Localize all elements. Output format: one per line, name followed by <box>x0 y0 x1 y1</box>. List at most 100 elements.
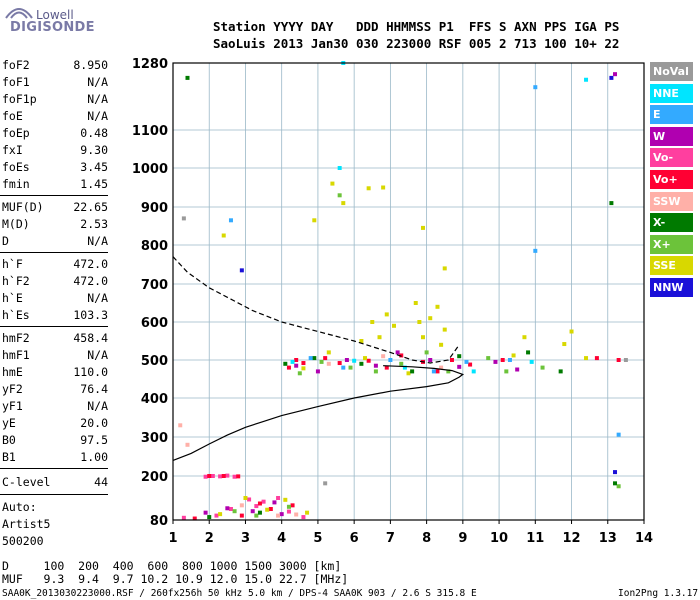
echo-point <box>319 359 324 364</box>
param-name: foEp <box>2 126 30 140</box>
y-tick-label: 1100 <box>132 124 168 139</box>
echo-point <box>359 361 364 366</box>
echo-point <box>500 358 505 362</box>
echo-point <box>337 193 342 198</box>
legend-item-noval: NoVal <box>650 62 693 81</box>
plot-frame <box>172 62 645 521</box>
param-row-yf1: yF1 N/A <box>2 398 108 415</box>
param-row-hme: hmE 110.0 <box>2 364 108 381</box>
header-line-2: SaoLuis 2013 Jan30 030 223000 RSF 005 2 … <box>213 36 620 51</box>
param-value: 22.65 <box>73 200 108 214</box>
echo-point <box>312 356 317 361</box>
legend-item-vo-: Vo+ <box>650 170 693 189</box>
echo-point <box>297 371 302 376</box>
param-value: 110.0 <box>73 365 108 379</box>
legend-item-sse: SSE <box>650 256 693 276</box>
param-row-fof2: foF2 8.950 <box>2 57 108 74</box>
echo-point <box>504 369 509 374</box>
echo-point <box>236 474 241 479</box>
echo-point <box>493 359 498 364</box>
echo-point <box>254 513 259 518</box>
echo-point <box>308 356 313 361</box>
echo-point <box>442 327 447 332</box>
param-row-b0: B0 97.5 <box>2 432 108 449</box>
y-tick-label: 200 <box>141 470 168 485</box>
echo-point <box>439 365 444 370</box>
echo-point <box>181 216 186 221</box>
x-tick-label: 12 <box>562 531 580 546</box>
echo-point <box>312 218 317 223</box>
param-row-fof1: foF1 N/A <box>2 74 108 91</box>
echo-point <box>243 496 248 500</box>
echo-point <box>232 474 237 479</box>
y-tick-label: 900 <box>141 201 168 216</box>
auto-scaling-line: Auto: <box>2 500 37 514</box>
echo-point <box>228 218 233 223</box>
echo-point <box>616 484 621 489</box>
legend-item-ssw: SSW <box>650 191 693 211</box>
param-value: 0.48 <box>80 126 108 140</box>
param-value: N/A <box>87 399 108 413</box>
param-row-foe: foE N/A <box>2 108 108 125</box>
y-tick-label: 1000 <box>132 162 168 177</box>
echo-point <box>384 365 389 370</box>
param-name: fxI <box>2 143 23 157</box>
echo-point <box>533 85 538 90</box>
footer-version: Ion2Png 1.3.17 <box>618 588 699 599</box>
echo-point <box>181 515 186 520</box>
echo-point <box>294 363 299 368</box>
echo-point <box>428 316 433 321</box>
param-name: foF2 <box>2 58 30 72</box>
echo-point <box>410 369 415 374</box>
logo-digisonde: DIGISONDE <box>10 20 95 35</box>
param-separator <box>0 468 108 469</box>
echo-point <box>431 369 436 374</box>
param-name: h`F <box>2 257 23 271</box>
echo-point <box>395 350 400 355</box>
echo-point <box>239 268 244 273</box>
echo-point <box>442 266 447 271</box>
echo-point <box>594 356 599 361</box>
footer-distance-line: D 100 200 400 600 800 1000 1500 3000 [km… <box>2 559 342 573</box>
echo-point <box>366 358 371 363</box>
echo-point <box>301 361 306 366</box>
echo-point <box>257 501 262 506</box>
echo-point <box>402 365 407 370</box>
y-tick-label: 80 <box>150 514 168 529</box>
echo-point <box>399 361 404 366</box>
echo-point <box>352 358 357 363</box>
legend-item-x-: X- <box>650 213 693 233</box>
solid-profile-curve <box>172 365 465 461</box>
echo-point <box>464 359 469 364</box>
echo-point <box>185 442 190 447</box>
echo-point <box>286 365 291 370</box>
param-value: N/A <box>87 75 108 89</box>
param-value: 2.53 <box>80 217 108 231</box>
param-row-d: D N/A <box>2 233 108 250</box>
echo-point <box>613 72 618 77</box>
echo-point <box>341 201 346 206</box>
echo-point <box>301 366 306 371</box>
echo-point <box>344 358 349 362</box>
y-tick-label: 700 <box>141 278 168 293</box>
param-name: MUF(D) <box>2 200 44 214</box>
param-name: h`Es <box>2 308 30 322</box>
x-tick-label: 2 <box>205 531 214 546</box>
x-tick-label: 3 <box>241 531 250 546</box>
echo-point <box>420 225 425 230</box>
echo-point <box>471 369 476 374</box>
param-row-hmf1: hmF1 N/A <box>2 347 108 364</box>
echo-point <box>294 512 299 517</box>
echo-point <box>228 507 233 511</box>
y-tick-label: 1280 <box>132 57 168 72</box>
echo-point <box>511 353 516 358</box>
param-value: 103.3 <box>73 308 108 322</box>
echo-point <box>283 497 288 502</box>
echo-point <box>377 335 382 340</box>
x-tick-label: 5 <box>313 531 322 546</box>
echo-point <box>562 342 567 347</box>
y-tick-label: 600 <box>141 316 168 331</box>
param-row-h-f2: h`F2 472.0 <box>2 273 108 290</box>
echo-point <box>526 350 531 355</box>
param-name: hmE <box>2 365 23 379</box>
